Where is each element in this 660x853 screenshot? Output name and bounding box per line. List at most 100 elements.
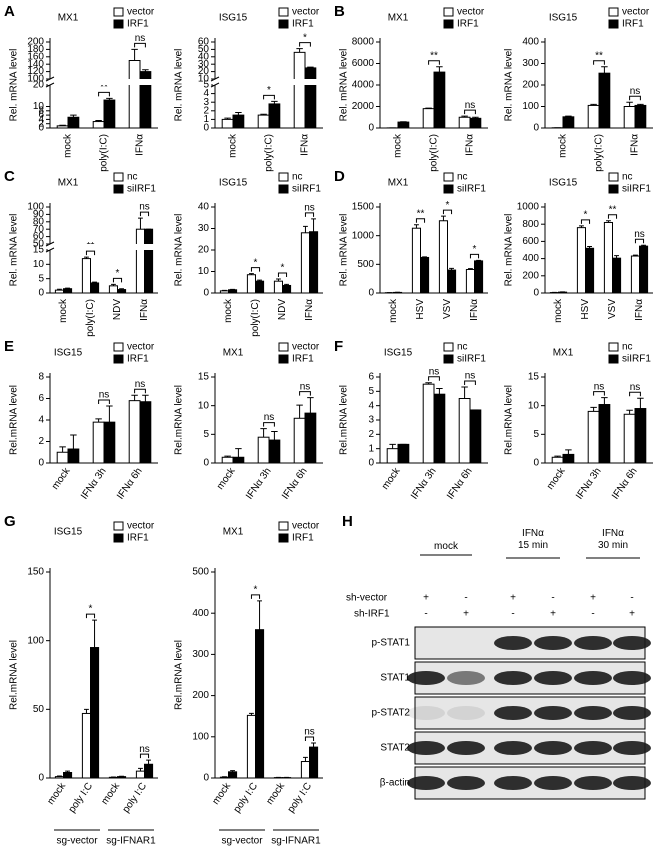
error-bar (606, 220, 611, 223)
band (613, 776, 651, 790)
band (494, 706, 532, 720)
x-tick-label: VSV (442, 299, 453, 319)
band (574, 671, 612, 685)
y-axis-label: Rel. mRNA level (339, 214, 350, 287)
significance-bracket (428, 376, 440, 381)
condition-label: mock (434, 541, 458, 552)
legend-label: vector (127, 7, 155, 18)
bar (103, 99, 116, 129)
y-tick-label: 6000 (352, 58, 375, 69)
significance-label: * (281, 263, 285, 274)
y-tick-label: 1 (368, 443, 374, 454)
significance-bracket (304, 736, 315, 741)
y-tick-label: 100 (27, 74, 44, 85)
y-tick-label: 5 (368, 386, 374, 397)
x-tick-label: poly(I:C) (594, 134, 605, 172)
error-bar (303, 756, 308, 762)
error-bar (296, 404, 303, 419)
x-tick-label: NDV (277, 299, 288, 320)
x-tick-label: poly I:C (232, 781, 260, 815)
error-bar (601, 66, 608, 74)
band (447, 671, 485, 685)
y-tick-label: 100 (27, 202, 44, 213)
y-tick-label: 150 (27, 567, 44, 578)
significance-bracket (139, 211, 150, 217)
error-bar (637, 397, 644, 409)
treatment-sign: + (463, 609, 469, 620)
bar (90, 647, 100, 779)
error-bar (311, 742, 316, 748)
bar (623, 106, 636, 129)
bar (562, 116, 575, 129)
legend-label: siIRF1 (622, 184, 651, 195)
significance-label: ** (609, 204, 617, 215)
y-tick-label: 400 (522, 253, 539, 264)
legend-label: nc (127, 172, 138, 183)
error-bar (633, 254, 638, 257)
error-bar (311, 218, 316, 232)
bar (630, 255, 641, 294)
legend-swatch (113, 354, 124, 364)
error-bar (626, 101, 633, 107)
significance-bracket (277, 272, 288, 278)
error-bar (249, 712, 254, 716)
bar (221, 118, 234, 129)
y-tick-label: 20 (198, 245, 210, 256)
y-tick-label: 100 (27, 635, 44, 646)
y-tick-label: 6 (38, 393, 44, 404)
significance-label: ** (430, 50, 438, 61)
error-bar (587, 246, 592, 249)
bar (422, 108, 435, 129)
x-tick-label: IFNα 3h (244, 466, 274, 502)
error-bar (65, 770, 70, 773)
y-axis-label: Rel.mRNA level (174, 385, 185, 455)
significance-label: ns (594, 381, 605, 392)
significance-bracket (629, 95, 641, 101)
bar (128, 400, 141, 464)
band (494, 776, 532, 790)
bar (144, 763, 154, 779)
y-tick-label: 4 (38, 415, 44, 426)
bar (282, 284, 292, 294)
y-tick-label: 8 (38, 105, 44, 116)
bar (300, 761, 310, 779)
legend-swatch (443, 19, 454, 29)
y-tick-label: 100 (522, 101, 539, 112)
condition-label: IFNα 15 min (517, 528, 548, 551)
y-axis-label: Rel. mRNA level (174, 49, 185, 122)
band (534, 671, 572, 685)
x-tick-label: IFNα 6h (115, 466, 145, 502)
error-bar (106, 97, 113, 101)
treatment-sign: + (629, 609, 635, 620)
legend-swatch (443, 172, 454, 182)
x-tick-label: mock (380, 465, 403, 492)
error-bar (303, 225, 308, 233)
bar (309, 231, 319, 294)
significance-label: * (116, 268, 120, 279)
x-tick-label: mock (228, 133, 239, 158)
band (494, 636, 532, 650)
y-tick-label: 4000 (352, 80, 375, 91)
treatment-sign: - (424, 609, 427, 620)
legend-swatch (113, 7, 124, 17)
legend-swatch (278, 172, 289, 182)
significance-bracket (593, 60, 605, 65)
y-tick-label: 1500 (352, 202, 375, 213)
legend-label: nc (457, 342, 468, 353)
bar (411, 227, 421, 294)
error-bar (425, 107, 432, 109)
legend-swatch (113, 521, 124, 531)
y-tick-label: 0 (38, 123, 44, 134)
significance-label: ns (139, 744, 150, 755)
legend-label: IRF1 (622, 19, 644, 30)
protein-label: p-STAT1 (371, 638, 410, 649)
y-tick-label: 0 (368, 123, 374, 134)
band (407, 741, 445, 755)
error-bar (84, 708, 89, 714)
error-bar (296, 48, 303, 53)
significance-label: ns (630, 86, 641, 97)
legend-swatch (278, 184, 289, 194)
y-tick-label: 180 (27, 44, 44, 55)
band (407, 776, 445, 790)
